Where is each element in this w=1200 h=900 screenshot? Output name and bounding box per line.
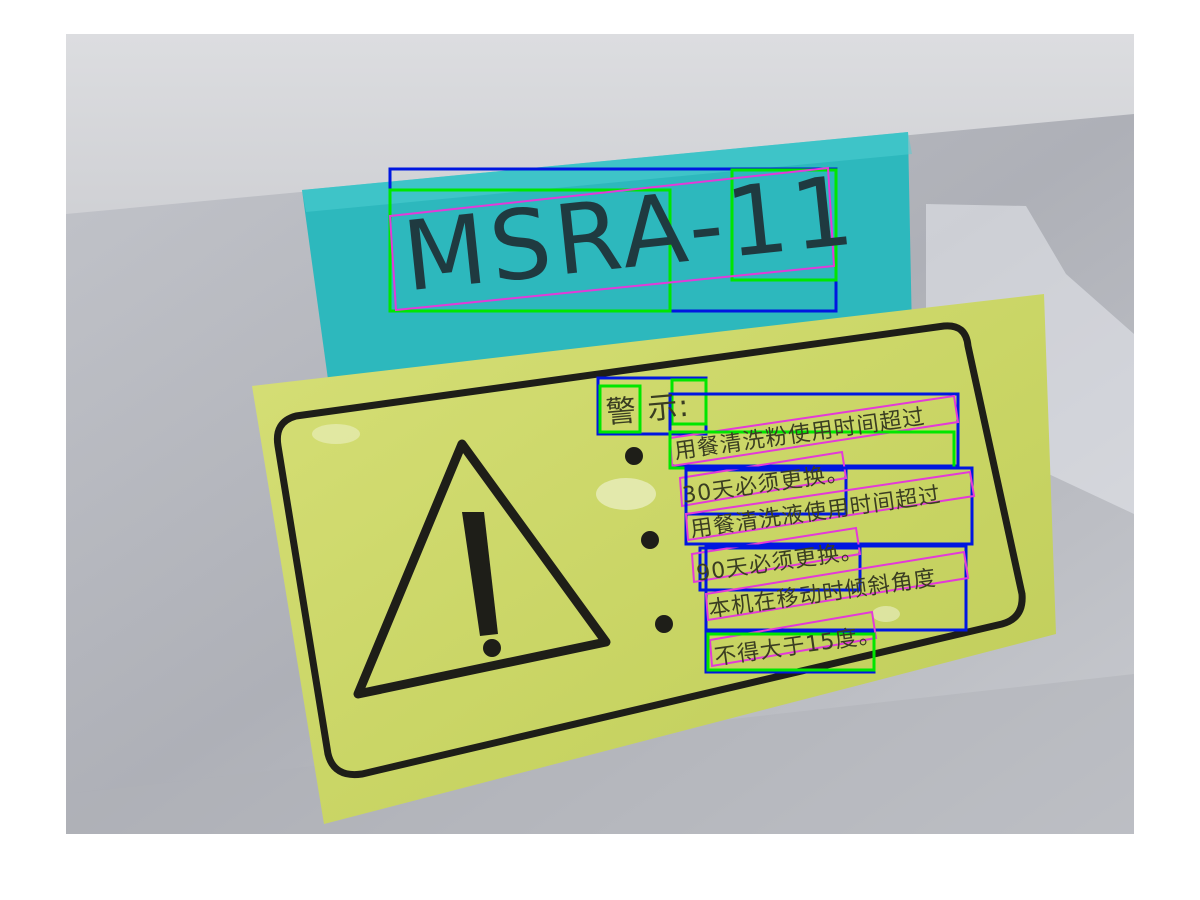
exclamation-dot: [483, 639, 501, 657]
exclamation-bar: [462, 512, 498, 636]
bullet-dot-2: [641, 531, 659, 549]
box-green-11: [730, 168, 838, 282]
warning-triangle: [353, 439, 611, 699]
box-magenta-line5: [704, 550, 970, 622]
box-green-msra: [388, 188, 672, 313]
box-magenta-msra: [388, 166, 836, 312]
box-magenta-line3: [684, 470, 976, 542]
box-blue-line5: [704, 544, 968, 632]
sticker-border: [273, 322, 1026, 779]
box-magenta-line4: [690, 526, 862, 584]
box-magenta-line6: [708, 610, 878, 668]
warning-title: 警 示:: [604, 388, 692, 431]
yellow-sticker: [252, 294, 1056, 824]
bullet-dot-3: [655, 615, 673, 633]
box-green-title-1: [598, 384, 642, 434]
box-green-line6: [706, 632, 876, 672]
box-blue-line1: [668, 392, 960, 468]
bullet-dot-1: [625, 447, 643, 465]
box-magenta-line2: [678, 450, 848, 508]
box-green-title-2: [670, 378, 708, 426]
box-blue-line3: [684, 466, 974, 546]
scene-canvas: [66, 34, 1134, 834]
scene-photo: MSRA-11 警 示: 用餐清洗粉使用时间超过 30天必须更换。 用餐清洗液使…: [66, 34, 1134, 834]
